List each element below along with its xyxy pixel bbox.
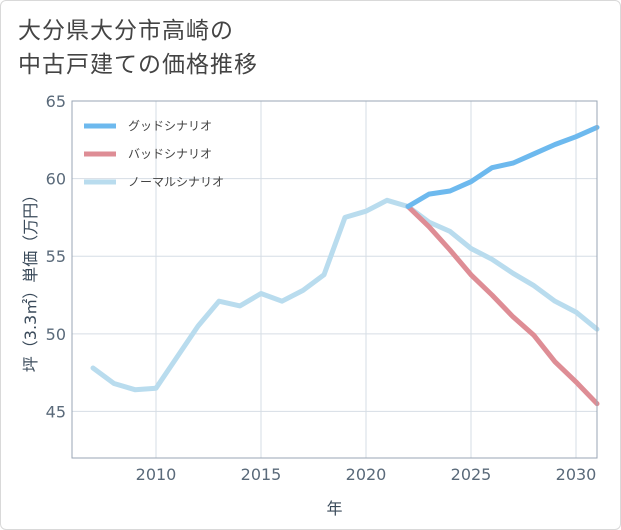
series-line-2 — [405, 204, 600, 407]
plot-frame — [71, 100, 598, 459]
series-line-3 — [90, 197, 600, 393]
y-axis-title: 坪（3.3㎡）単価（万円） — [21, 187, 40, 372]
x-tick-label: 2020 — [346, 465, 387, 484]
series-line-1 — [405, 124, 600, 209]
y-tick-label: 65 — [46, 92, 66, 111]
x-tick-label: 2030 — [556, 465, 597, 484]
legend-label: ノーマルシナリオ — [128, 175, 224, 189]
x-tick-label: 2015 — [241, 465, 282, 484]
tick-labels: 45 50 55 60 65 2010 2015 2020 2025 2030 — [46, 92, 597, 484]
title-line-1: 大分県大分市高崎の — [18, 18, 234, 44]
x-tick-label: 2010 — [136, 465, 177, 484]
y-tick-label: 45 — [46, 402, 66, 421]
y-tick-label: 55 — [46, 247, 66, 266]
page-title: 大分県大分市高崎の 中古戸建ての価格推移 — [18, 14, 258, 82]
y-tick-label: 60 — [46, 170, 66, 189]
title-line-2: 中古戸建ての価格推移 — [18, 52, 258, 78]
y-tick-label: 50 — [46, 325, 66, 344]
series-lines — [90, 124, 600, 407]
legend-label: バッドシナリオ — [128, 147, 212, 161]
legend-label: グッドシナリオ — [128, 119, 212, 133]
x-axis-title: 年 — [326, 499, 342, 518]
x-tick-label: 2025 — [451, 465, 492, 484]
grid — [72, 100, 597, 458]
